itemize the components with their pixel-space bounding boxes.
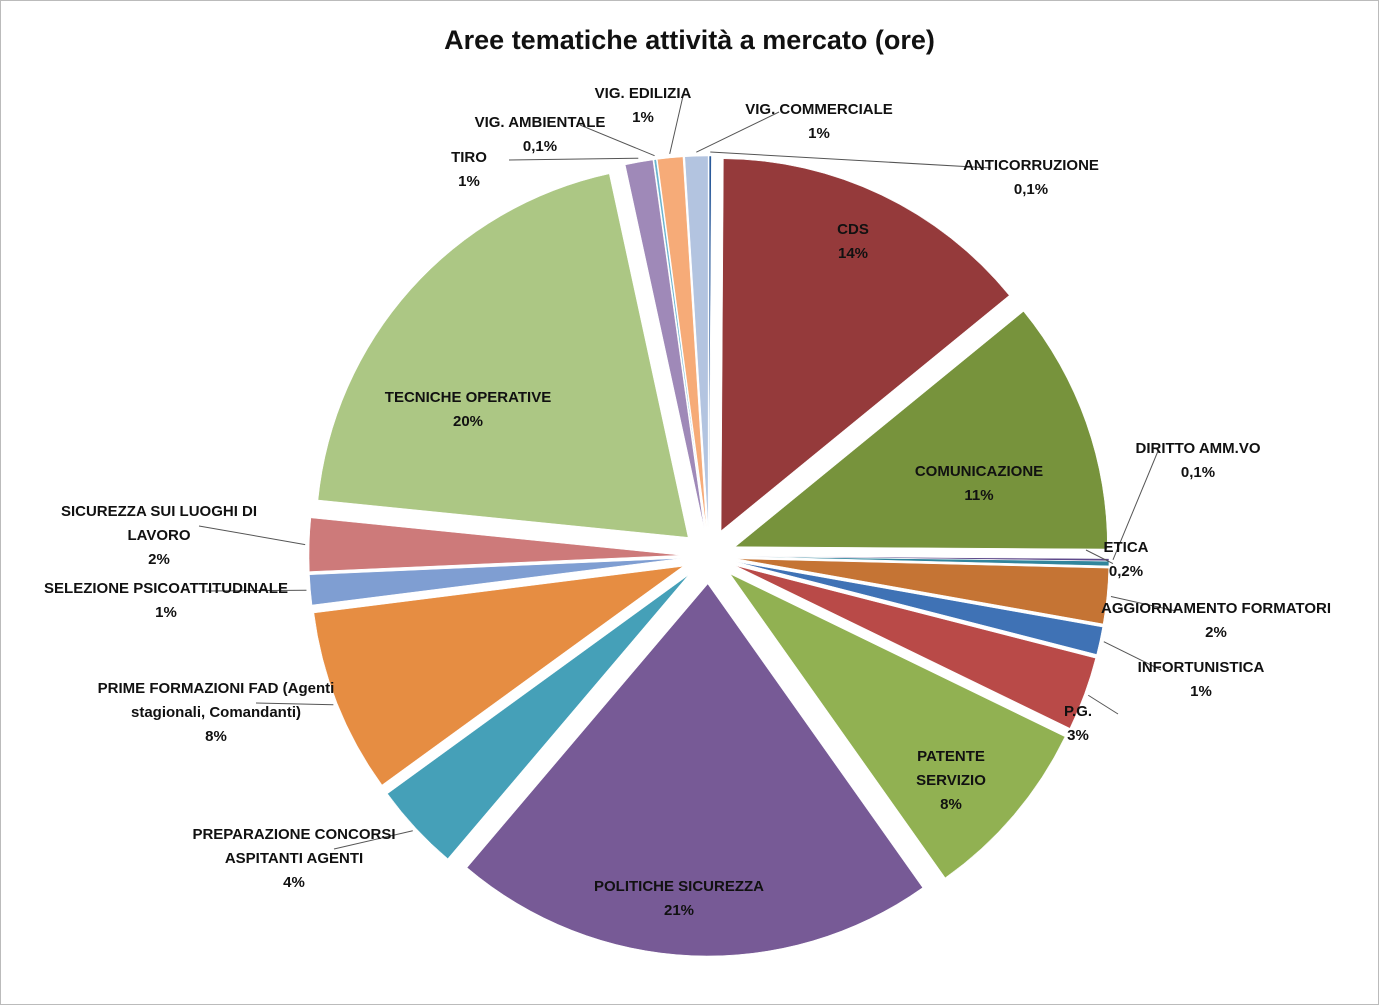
category-label: PATENTE SERVIZIO	[916, 748, 986, 789]
slice-label: SICUREZZA SUI LUOGHI DI LAVORO 2%	[39, 500, 279, 572]
value-label: 1%	[458, 173, 480, 190]
leader-line	[669, 95, 684, 155]
value-label: 8%	[205, 728, 227, 745]
category-label: SELEZIONE PSICOATTITUDINALE	[44, 580, 288, 597]
slice-label: VIG. COMMERCIALE 1%	[745, 98, 893, 146]
leader-line	[1110, 596, 1177, 612]
value-label: 8%	[940, 796, 962, 813]
value-label: 14%	[837, 245, 869, 262]
value-label: 21%	[663, 902, 695, 919]
leader-line	[710, 151, 992, 169]
value-label: 0,1%	[522, 138, 558, 155]
leader-line	[255, 702, 334, 706]
slice-label: AGGIORNAMENTO FORMATORI 2%	[1101, 597, 1331, 645]
value-label: 20%	[452, 413, 484, 430]
value-label: 2%	[148, 551, 170, 568]
category-label: POLITICHE SICUREZZA	[593, 878, 765, 895]
value-label: 11%	[964, 487, 994, 504]
pie-slice	[736, 556, 1110, 562]
category-label: PREPARAZIONE CONCORSI ASPITANTI AGENTI	[192, 826, 396, 867]
pie-slice	[720, 158, 1010, 532]
value-label: 4%	[283, 874, 305, 891]
value-label: 2%	[1205, 624, 1227, 641]
slice-label: TIRO 1%	[451, 146, 487, 194]
slice-label: PREPARAZIONE CONCORSI ASPITANTI AGENTI 4%	[169, 823, 419, 895]
leader-line	[579, 124, 655, 157]
value-label: 0,1%	[1013, 181, 1049, 198]
category-label: TECNICHE OPERATIVE	[384, 389, 552, 406]
slice-label: SELEZIONE PSICOATTITUDINALE 1%	[44, 577, 288, 625]
pie-slice	[387, 574, 689, 860]
category-label: INFORTUNISTICA	[1137, 659, 1265, 676]
category-label: TIRO	[451, 149, 487, 166]
pie-slice	[734, 311, 1108, 550]
value-label: 0,2%	[1108, 563, 1144, 580]
pie-slice	[653, 159, 706, 529]
slice-label: INFORTUNISTICA 1%	[1138, 656, 1265, 704]
leader-line	[696, 111, 780, 153]
category-label: P.G.	[1063, 703, 1093, 720]
slice-label: ANTICORRUZIONE 0,1%	[963, 154, 1099, 202]
leader-line	[333, 830, 413, 850]
pie-slice	[708, 155, 712, 529]
leader-line	[508, 157, 639, 161]
value-label: 1%	[808, 125, 830, 142]
pie-slice	[735, 565, 1096, 729]
slice-label: PRIME FORMAZIONI FAD (Agenti stagionali,…	[76, 677, 356, 749]
chart-title: Aree tematiche attività a mercato (ore)	[444, 25, 935, 55]
slice-label: POLITICHE SICUREZZA 21%	[594, 875, 764, 923]
slice-label: CDS 14%	[837, 218, 869, 266]
category-label: DIRITTO AMM.VO	[1135, 440, 1261, 457]
pie-slice	[684, 155, 709, 529]
slice-label: DIRITTO AMM.VO 0,1%	[1136, 437, 1261, 485]
value-label: 3%	[1067, 727, 1089, 744]
category-label: ETICA	[1103, 539, 1149, 556]
slice-label: TECNICHE OPERATIVE 20%	[385, 386, 551, 434]
pie-slice	[317, 173, 689, 538]
leader-line	[1087, 694, 1119, 715]
category-label: AGGIORNAMENTO FORMATORI	[1101, 600, 1331, 617]
pie-slice	[736, 561, 1103, 655]
category-label: VIG. COMMERCIALE	[745, 101, 893, 118]
slice-label: COMUNICAZIONE 11%	[915, 460, 1043, 508]
value-label: 1%	[1190, 683, 1212, 700]
pie-slice	[657, 156, 707, 529]
category-label: PRIME FORMAZIONI FAD (Agenti stagionali,…	[97, 680, 335, 721]
pie-slice	[730, 573, 1066, 879]
category-label: SICUREZZA SUI LUOGHI DI LAVORO	[60, 503, 258, 544]
pie-slice	[736, 558, 1109, 625]
category-label: ANTICORRUZIONE	[963, 157, 1099, 174]
slice-label: PATENTE SERVIZIO 8%	[896, 745, 1006, 817]
pie-slice	[624, 159, 705, 529]
category-label: COMUNICAZIONE	[914, 463, 1044, 480]
pie-slice	[466, 583, 923, 957]
value-label: 0,1%	[1180, 464, 1216, 481]
value-label: 1%	[155, 604, 177, 621]
leader-line	[1085, 549, 1114, 565]
slice-label: ETICA 0,2%	[1104, 536, 1149, 584]
leader-line	[1103, 641, 1162, 671]
pie-slice	[313, 566, 684, 786]
category-label: CDS	[837, 221, 869, 238]
category-label: VIG. EDILIZIA	[594, 85, 692, 102]
category-label: VIG. AMBIENTALE	[474, 114, 606, 131]
pie-slice	[308, 517, 682, 572]
slice-label: VIG. EDILIZIA 1%	[595, 82, 692, 130]
slice-label: P.G. 3%	[1064, 700, 1092, 748]
slice-label: VIG. AMBIENTALE 0,1%	[475, 111, 606, 159]
leader-line	[1112, 450, 1159, 560]
value-label: 1%	[632, 109, 654, 126]
leader-line	[205, 589, 307, 592]
pie-slice	[309, 558, 682, 606]
leader-line	[198, 525, 306, 546]
